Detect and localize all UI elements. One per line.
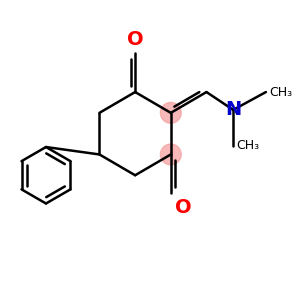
Circle shape [160, 102, 181, 123]
Text: O: O [175, 198, 192, 217]
Text: N: N [225, 100, 241, 119]
Text: CH₃: CH₃ [236, 139, 259, 152]
Text: O: O [127, 30, 143, 49]
Circle shape [160, 144, 181, 165]
Text: CH₃: CH₃ [269, 85, 292, 98]
